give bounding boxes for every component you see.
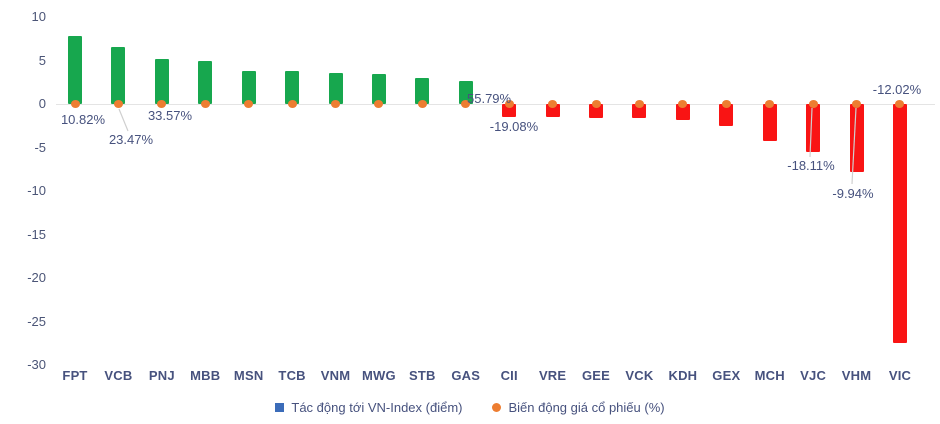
x-tick-label-KDH: KDH — [668, 368, 698, 383]
legend-circle-icon — [492, 403, 502, 412]
price-change-dot-VCK — [634, 100, 644, 108]
y-tick-label: -20 — [27, 270, 46, 285]
price-change-dot-VNM — [331, 100, 341, 108]
bar-VHM — [849, 104, 864, 172]
x-tick-label-STB: STB — [409, 368, 436, 383]
price-change-dot-GEE — [591, 100, 601, 108]
price-change-dot-MBB — [200, 100, 210, 108]
legend-square-icon — [275, 403, 285, 412]
bar-VJC — [806, 104, 821, 152]
legend-item-1: Biến động giá cổ phiếu (%) — [492, 400, 665, 415]
x-tick-label-VCK: VCK — [625, 368, 654, 383]
price-change-dot-GEX — [721, 100, 731, 108]
price-change-dot-VRE — [548, 100, 558, 108]
x-tick-label-VNM: VNM — [320, 368, 351, 383]
price-change-dot-TCB — [287, 100, 297, 108]
x-tick-label-GEX: GEX — [712, 368, 741, 383]
price-change-dot-VIC — [895, 100, 905, 108]
y-tick-label: -25 — [27, 313, 46, 329]
bar-GEX — [719, 104, 734, 126]
y-tick-label: -15 — [27, 226, 46, 242]
price-change-label-VIC: -12.02% — [872, 82, 922, 97]
x-tick-label-PNJ: PNJ — [148, 368, 175, 383]
bar-FPT — [68, 36, 82, 104]
bar-GAS — [458, 81, 473, 104]
legend-label: Biến động giá cổ phiếu (%) — [508, 400, 665, 415]
x-tick-label-MCH: MCH — [754, 368, 785, 383]
bar-GEE — [589, 104, 604, 118]
bar-MSN — [241, 70, 256, 104]
price-change-dot-MWG — [374, 100, 384, 108]
x-tick-label-VJC: VJC — [800, 368, 827, 383]
x-tick-label-MBB: MBB — [190, 368, 221, 383]
price-change-label-VHM: -9.94% — [832, 186, 874, 201]
legend-item-0: Tác động tới VN-Index (điểm) — [275, 400, 462, 415]
bar-KDH — [675, 104, 690, 120]
x-tick-label-TCB: TCB — [278, 368, 306, 383]
bar-VIC — [892, 104, 907, 344]
x-tick-label-GEE: GEE — [582, 368, 611, 383]
y-tick-label: 5 — [38, 52, 46, 68]
bar-TCB — [285, 70, 300, 104]
price-change-label-FPT: 10.82% — [60, 112, 106, 127]
y-tick-label: 10 — [31, 9, 46, 24]
price-change-label-VCB: 23.47% — [108, 132, 154, 147]
x-tick-label-VIC: VIC — [888, 368, 912, 383]
price-change-label-VJC: -18.11% — [787, 158, 835, 173]
legend: Tác động tới VN-Index (điểm) Biến động gi… — [0, 400, 940, 415]
x-tick-label-VHM: VHM — [841, 368, 872, 383]
bar-VCK — [632, 104, 647, 118]
x-tick-label-VCB: VCB — [104, 368, 133, 383]
legend-label: Tác động tới VN-Index (điểm) — [291, 400, 463, 415]
price-change-dot-KDH — [678, 100, 688, 108]
bar-VCB — [111, 47, 126, 104]
bar-MCH — [762, 104, 777, 142]
price-change-dot-VHM — [852, 100, 862, 108]
price-change-dot-VCB — [113, 100, 123, 108]
bar-STB — [415, 77, 430, 104]
price-change-dot-FPT — [70, 100, 80, 108]
price-change-dot-CII — [504, 100, 514, 108]
price-change-label-GAS: 55.79% — [467, 91, 512, 106]
y-tick-label: -30 — [27, 357, 46, 372]
price-change-label-PNJ: 33.57% — [147, 108, 193, 123]
bar-VNM — [328, 72, 343, 104]
zero-axis-line — [56, 104, 935, 105]
bar-CII — [502, 104, 517, 118]
callout-line-VCB — [118, 108, 129, 132]
x-tick-label-CII: CII — [500, 368, 518, 383]
price-change-dot-MCH — [765, 100, 775, 108]
price-change-dot-VJC — [808, 100, 818, 108]
y-tick-label: -10 — [27, 183, 46, 198]
x-tick-label-GAS: GAS — [451, 368, 481, 383]
bar-PNJ — [154, 58, 169, 104]
x-tick-label-VRE: VRE — [538, 368, 567, 383]
price-change-dot-MSN — [244, 100, 254, 108]
price-change-dot-GAS — [461, 100, 471, 108]
x-tick-label-MSN: MSN — [233, 368, 264, 383]
price-change-label-CII: -19.08% — [489, 119, 539, 134]
bar-MBB — [198, 61, 213, 104]
x-tick-label-FPT: FPT — [62, 368, 88, 383]
y-tick-label: -5 — [34, 139, 46, 155]
price-change-dot-STB — [417, 100, 427, 108]
bar-MWG — [371, 74, 386, 104]
x-tick-label-MWG: MWG — [362, 368, 396, 383]
price-change-dot-PNJ — [157, 100, 167, 108]
y-tick-label: 0 — [38, 96, 46, 111]
